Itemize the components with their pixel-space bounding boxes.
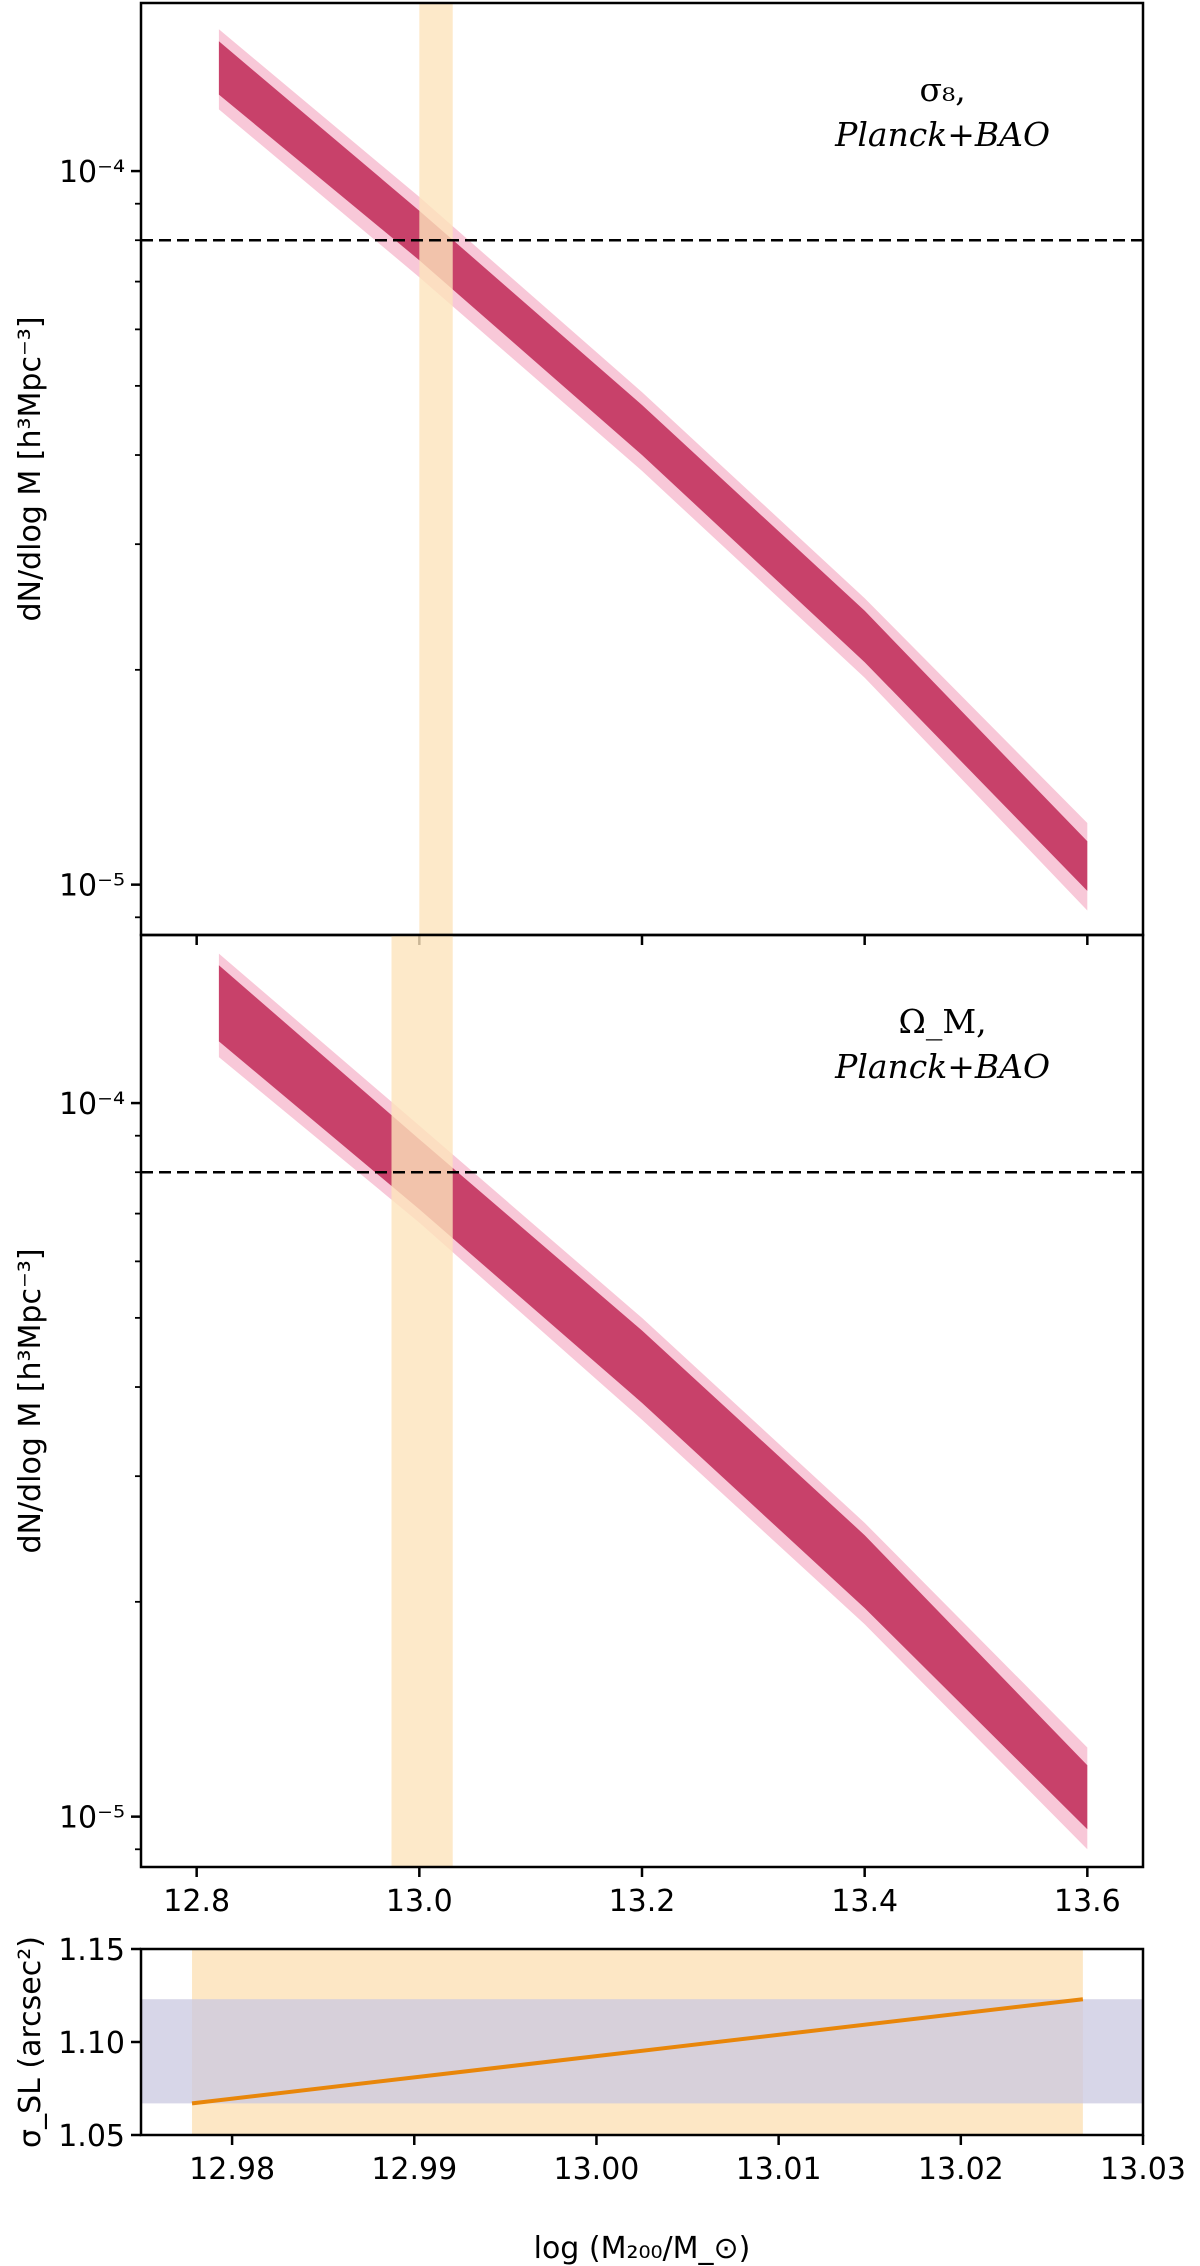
p3-xtick-label: 12.99	[371, 2152, 457, 2187]
top-annotation-line2: Planck+BAO	[834, 115, 1050, 154]
bottom-y-axis-label: σ_SL (arcsec²)	[13, 1936, 48, 2148]
p3-xtick-label: 13.03	[1100, 2152, 1186, 2187]
p3-xtick-label: 13.01	[736, 2152, 822, 2187]
bottom-x-axis-label: log (M₂₀₀/M_⊙)	[534, 2231, 751, 2266]
bottom-sigma-line	[191, 1997, 1084, 2106]
middle-panel: 10⁻⁴ 10⁻⁵ 12.8 13.0 13.2 13.4 13.6 Ω_M, Planck…	[13, 933, 1145, 1919]
top-panel: 10⁻⁴ 10⁻⁵ σ₈, Planck+BAO dN/dlog M [h³Mpc…	[13, 1, 1145, 945]
p2-xtick-label: 12.8	[163, 1884, 230, 1919]
p2-xtick-label: 13.6	[1054, 1884, 1121, 1919]
p3-ytick-label: 1.05	[58, 2119, 125, 2154]
p2-vertical-band	[391, 935, 453, 1867]
middle-y-axis-label: dN/dlog M [h³Mpc⁻³]	[13, 1248, 48, 1553]
p1-vertical-band	[419, 3, 453, 935]
p3-xtick-label: 13.02	[918, 2152, 1004, 2187]
p2-xtick-label: 13.4	[831, 1884, 898, 1919]
p2-ytick-label: 10⁻⁴	[59, 1087, 125, 1122]
p1-ytick-label: 10⁻⁵	[59, 869, 125, 904]
p1-ytick-label: 10⁻⁴	[59, 155, 125, 190]
p3-ytick-label: 1.10	[58, 2026, 125, 2061]
top-y-axis-label: dN/dlog M [h³Mpc⁻³]	[13, 316, 48, 621]
top-annotation-line1: σ₈,	[919, 70, 965, 109]
p3-xtick-label: 12.98	[189, 2152, 275, 2187]
p3-ytick-label: 1.15	[58, 1933, 125, 1968]
bottom-panel: 1.05 1.10 1.15 12.98 12.99 13.00 13.01 13.02 13.…	[13, 1933, 1186, 2266]
p2-ytick-label: 10⁻⁵	[59, 1801, 125, 1836]
middle-annotation-line1: Ω_M,	[899, 1002, 987, 1042]
p2-inner-band	[218, 965, 1088, 1830]
middle-annotation-line2: Planck+BAO	[834, 1047, 1050, 1086]
p2-xtick-label: 13.0	[386, 1884, 453, 1919]
p3-xtick-label: 13.00	[554, 2152, 640, 2187]
p2-xtick-label: 13.2	[609, 1884, 676, 1919]
